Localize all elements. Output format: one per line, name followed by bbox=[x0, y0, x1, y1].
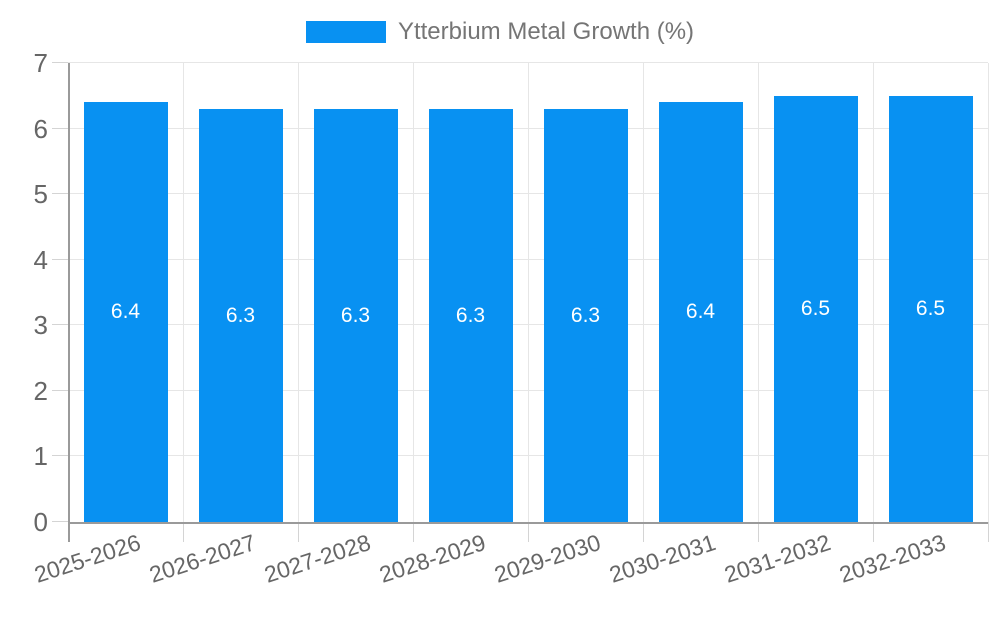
v-gridline bbox=[758, 63, 759, 522]
y-tick-label: 4 bbox=[33, 245, 48, 275]
y-axis-tick bbox=[52, 259, 68, 260]
bar-chart: Ytterbium Metal Growth (%) 0 1 2 3 4 5 6 7 6.4 6.… bbox=[0, 18, 1000, 588]
x-axis-tick bbox=[183, 522, 184, 542]
y-tick-label: 1 bbox=[33, 441, 48, 471]
y-tick-label: 5 bbox=[33, 179, 48, 209]
bar-value-label: 6.5 bbox=[800, 297, 831, 320]
h-gridline bbox=[68, 62, 988, 63]
y-tick-label: 2 bbox=[33, 376, 48, 406]
x-axis-tick bbox=[413, 522, 414, 542]
y-axis-tick bbox=[52, 128, 68, 129]
bar-value-label: 6.3 bbox=[340, 303, 371, 327]
x-axis-tick bbox=[988, 522, 989, 542]
v-gridline bbox=[298, 63, 299, 522]
legend-swatch bbox=[305, 21, 386, 43]
bar-value-label: 6.3 bbox=[225, 303, 256, 327]
v-gridline bbox=[988, 63, 989, 522]
x-axis-tick bbox=[528, 522, 529, 542]
legend-item[interactable]: Ytterbium Metal Growth (%) bbox=[0, 18, 1000, 46]
x-axis-line bbox=[68, 522, 988, 524]
bar[interactable]: 6.4 bbox=[658, 102, 743, 522]
bar[interactable]: 6.3 bbox=[198, 109, 283, 522]
x-axis-tick bbox=[758, 522, 759, 542]
y-tick-label: 3 bbox=[33, 310, 48, 340]
y-axis-tick bbox=[52, 521, 68, 522]
bar[interactable]: 6.5 bbox=[773, 96, 858, 522]
y-axis-line bbox=[68, 63, 70, 542]
y-tick-label: 6 bbox=[33, 114, 48, 144]
y-axis-tick bbox=[52, 62, 68, 63]
x-axis-tick bbox=[298, 522, 299, 542]
bar-value-label: 6.3 bbox=[455, 303, 486, 327]
v-gridline bbox=[413, 63, 414, 522]
bar-value-label: 6.3 bbox=[570, 303, 601, 327]
bar[interactable]: 6.3 bbox=[313, 109, 398, 522]
y-axis-tick bbox=[52, 455, 68, 456]
y-axis-tick bbox=[52, 324, 68, 325]
v-gridline bbox=[528, 63, 529, 522]
y-axis-tick bbox=[52, 390, 68, 391]
bar[interactable]: 6.4 bbox=[83, 102, 168, 522]
bar-value-label: 6.5 bbox=[915, 297, 946, 320]
x-axis-tick bbox=[643, 522, 644, 542]
legend-label: Ytterbium Metal Growth (%) bbox=[397, 18, 695, 45]
bar-value-label: 6.4 bbox=[110, 300, 141, 323]
y-tick-label: 7 bbox=[33, 48, 48, 78]
y-axis-tick bbox=[52, 193, 68, 194]
bar[interactable]: 6.5 bbox=[888, 96, 973, 522]
x-axis-tick bbox=[873, 522, 874, 542]
y-tick-label: 0 bbox=[33, 507, 48, 537]
bar[interactable]: 6.3 bbox=[543, 109, 628, 522]
v-gridline bbox=[643, 63, 644, 522]
v-gridline bbox=[183, 63, 184, 522]
bar[interactable]: 6.3 bbox=[428, 109, 513, 522]
v-gridline bbox=[873, 63, 874, 522]
bar-value-label: 6.4 bbox=[685, 300, 716, 323]
